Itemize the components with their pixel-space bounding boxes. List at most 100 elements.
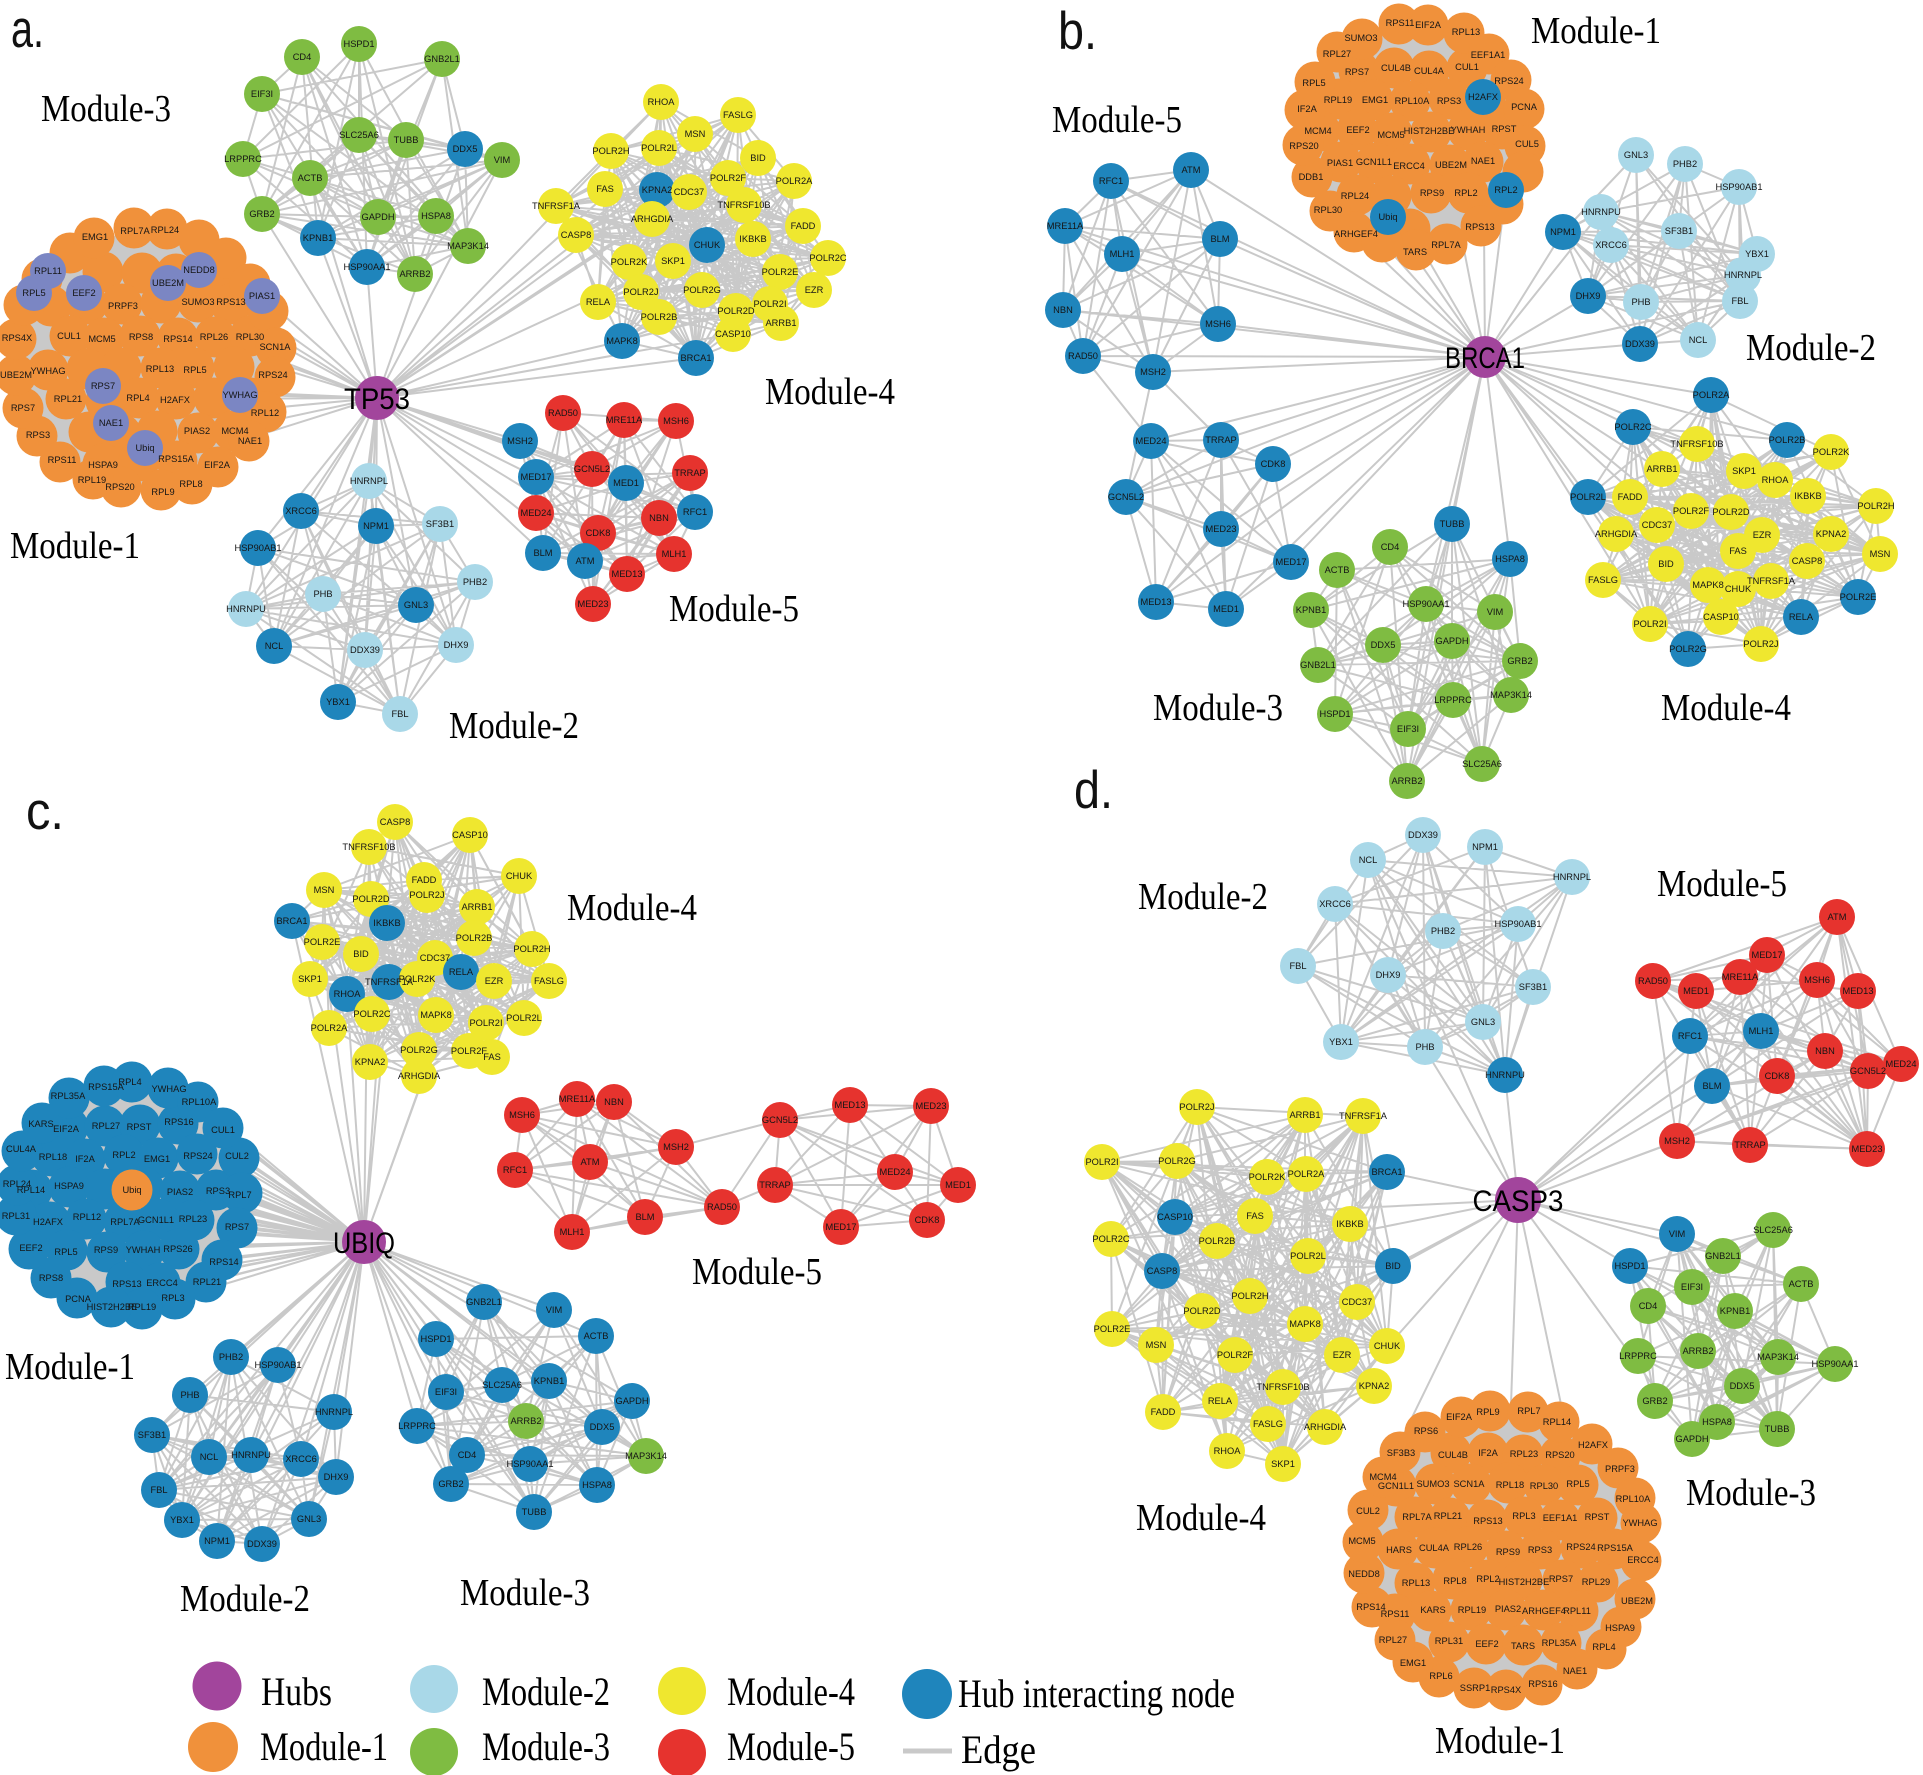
svg-text:ACTB: ACTB	[298, 173, 323, 183]
svg-text:RAD50: RAD50	[1068, 351, 1098, 361]
svg-text:KPNA2: KPNA2	[642, 185, 673, 195]
svg-text:POLR2H: POLR2H	[1231, 1291, 1268, 1301]
svg-text:Module-3: Module-3	[460, 1572, 590, 1614]
svg-text:RPL11: RPL11	[1563, 1606, 1591, 1616]
svg-text:RELA: RELA	[586, 297, 611, 307]
svg-text:EEF1A1: EEF1A1	[1471, 50, 1506, 60]
svg-text:FAS: FAS	[483, 1052, 501, 1062]
svg-text:MED1: MED1	[613, 478, 639, 488]
svg-text:POLR2J: POLR2J	[1743, 639, 1778, 649]
svg-text:CUL4B: CUL4B	[1438, 1450, 1468, 1460]
svg-text:RPS3: RPS3	[1437, 96, 1461, 106]
svg-text:MED24: MED24	[1135, 436, 1166, 446]
svg-text:NCL: NCL	[1359, 855, 1378, 865]
svg-text:TNFRSF1A: TNFRSF1A	[1747, 576, 1796, 586]
svg-text:ERCC4: ERCC4	[1393, 161, 1425, 171]
svg-text:CUL2: CUL2	[1356, 1506, 1380, 1516]
svg-text:Module-3: Module-3	[1153, 687, 1283, 729]
svg-text:Module-4: Module-4	[1661, 687, 1791, 729]
svg-text:EIF2A: EIF2A	[1415, 20, 1442, 30]
svg-text:MED13: MED13	[611, 569, 642, 579]
svg-text:GNB2L1: GNB2L1	[1300, 660, 1336, 670]
svg-text:MRE11A: MRE11A	[606, 415, 643, 425]
svg-text:YWHAG: YWHAG	[1622, 1518, 1657, 1528]
svg-text:RHOA: RHOA	[1214, 1446, 1242, 1456]
svg-text:PHB: PHB	[1415, 1042, 1434, 1052]
svg-text:ERCC4: ERCC4	[146, 1278, 178, 1288]
svg-text:HNRNPU: HNRNPU	[231, 1450, 271, 1460]
svg-text:NPM1: NPM1	[1472, 842, 1498, 852]
svg-text:PIAS1: PIAS1	[1327, 158, 1353, 168]
svg-text:RPS9: RPS9	[94, 1245, 118, 1255]
svg-text:EMG1: EMG1	[1362, 95, 1388, 105]
svg-text:RPS14: RPS14	[1356, 1602, 1385, 1612]
svg-text:YWHAH: YWHAH	[1451, 125, 1486, 135]
svg-text:RAD50: RAD50	[1638, 976, 1668, 986]
svg-text:RPL8: RPL8	[1443, 1576, 1466, 1586]
svg-text:EMG1: EMG1	[144, 1154, 170, 1164]
svg-text:RPL7A: RPL7A	[1431, 240, 1461, 250]
svg-text:FADD: FADD	[1618, 492, 1643, 502]
svg-text:MSH2: MSH2	[663, 1142, 689, 1152]
svg-text:FBL: FBL	[391, 709, 408, 719]
svg-text:RPL9: RPL9	[151, 487, 174, 497]
svg-text:PHB2: PHB2	[219, 1352, 243, 1362]
svg-text:RPL31: RPL31	[2, 1211, 30, 1221]
svg-text:SKP1: SKP1	[1271, 1459, 1295, 1469]
svg-text:RPS7: RPS7	[1549, 1574, 1573, 1584]
svg-text:Module-2: Module-2	[1138, 876, 1268, 918]
svg-text:MAPK8: MAPK8	[606, 336, 638, 346]
svg-text:FBL: FBL	[1731, 296, 1748, 306]
svg-text:KARS: KARS	[28, 1119, 53, 1129]
svg-text:POLR2D: POLR2D	[1712, 507, 1749, 517]
svg-text:Module-5: Module-5	[727, 1724, 855, 1769]
svg-text:Ubiq: Ubiq	[122, 1185, 141, 1195]
svg-text:RPL14: RPL14	[17, 1185, 45, 1195]
svg-text:DHX9: DHX9	[1376, 970, 1401, 980]
svg-text:DDX39: DDX39	[1408, 830, 1438, 840]
svg-text:POLR2D: POLR2D	[352, 894, 389, 904]
svg-text:POLR2E: POLR2E	[762, 267, 799, 277]
svg-text:CUL2: CUL2	[225, 1151, 249, 1161]
svg-text:EIF2A: EIF2A	[1446, 1412, 1473, 1422]
svg-text:Module-1: Module-1	[1435, 1720, 1565, 1762]
svg-text:RHOA: RHOA	[1762, 475, 1790, 485]
svg-text:TNFRSF10B: TNFRSF10B	[1670, 439, 1723, 449]
svg-text:CHUK: CHUK	[1725, 584, 1752, 594]
svg-text:RPL21: RPL21	[54, 394, 82, 404]
svg-text:RPL23: RPL23	[1510, 1449, 1538, 1459]
svg-text:SLC25A6: SLC25A6	[1462, 759, 1502, 769]
svg-text:Hub interacting node: Hub interacting node	[958, 1671, 1235, 1716]
svg-text:SKP1: SKP1	[298, 974, 322, 984]
svg-text:IF2A: IF2A	[1297, 104, 1317, 114]
svg-text:PHB2: PHB2	[1431, 926, 1455, 936]
svg-text:POLR2K: POLR2K	[1813, 447, 1850, 457]
svg-text:CDK8: CDK8	[915, 1215, 940, 1225]
svg-text:MAPK8: MAPK8	[1289, 1319, 1321, 1329]
svg-text:GCN1L1: GCN1L1	[1378, 1481, 1414, 1491]
svg-text:RPL31: RPL31	[1435, 1636, 1463, 1646]
svg-text:ACTB: ACTB	[1789, 1279, 1814, 1289]
svg-text:CUL1: CUL1	[211, 1125, 235, 1135]
svg-text:PCNA: PCNA	[65, 1294, 92, 1304]
svg-text:FAS: FAS	[596, 184, 614, 194]
svg-text:PCNA: PCNA	[1511, 102, 1538, 112]
svg-text:HSPD1: HSPD1	[420, 1334, 451, 1344]
svg-text:RPL5: RPL5	[1302, 78, 1325, 88]
svg-text:KPNA2: KPNA2	[355, 1057, 386, 1067]
svg-text:UBE2M: UBE2M	[1621, 1596, 1653, 1606]
svg-text:MAPK8: MAPK8	[1692, 580, 1724, 590]
svg-text:MED1: MED1	[945, 1180, 971, 1190]
svg-text:RPS3: RPS3	[26, 430, 50, 440]
svg-text:POLR2F: POLR2F	[710, 173, 746, 183]
svg-text:ARHGDIA: ARHGDIA	[631, 214, 674, 224]
svg-text:HSPA8: HSPA8	[582, 1480, 612, 1490]
svg-text:POLR2I: POLR2I	[469, 1018, 502, 1028]
svg-text:BID: BID	[750, 153, 766, 163]
svg-text:PHB: PHB	[1631, 297, 1650, 307]
svg-text:DDX5: DDX5	[1730, 1381, 1755, 1391]
svg-text:MED17: MED17	[1275, 557, 1306, 567]
svg-text:MSN: MSN	[685, 129, 706, 139]
svg-text:POLR2H: POLR2H	[1857, 501, 1894, 511]
svg-text:RPL13: RPL13	[146, 364, 174, 374]
